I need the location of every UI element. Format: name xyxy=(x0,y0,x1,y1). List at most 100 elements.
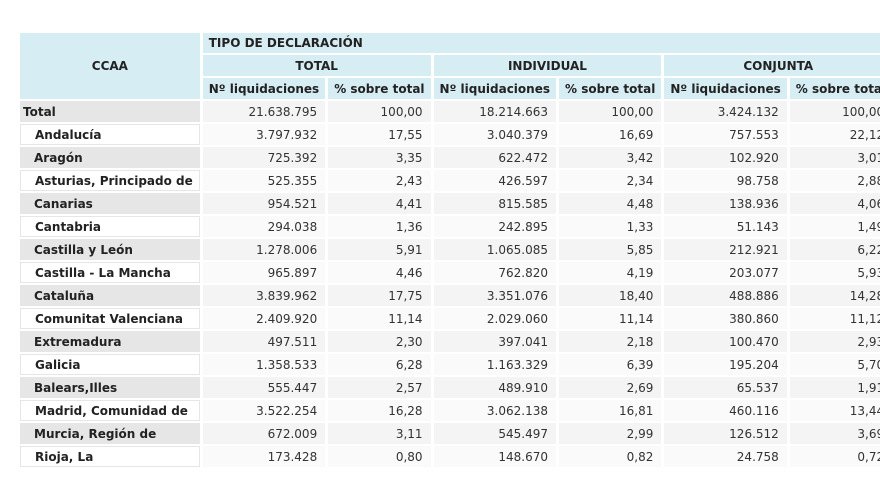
table-row-total: Total 21.638.795 100,00 18.214.663 100,00 3.4… xyxy=(20,101,880,122)
cell-porcentaje: 2,34 xyxy=(559,170,662,191)
table-row: Extremadura 497.511 2,30 397.041 2,18 100.470… xyxy=(20,331,880,352)
cell-liquidaciones: 672.009 xyxy=(202,423,326,444)
header-sub: % sobre total xyxy=(328,78,431,99)
cell-porcentaje: 2,18 xyxy=(559,331,662,352)
cell-porcentaje: 3,11 xyxy=(328,423,431,444)
header-sub: Nº liquidaciones xyxy=(664,78,787,99)
cell-porcentaje: 11,12 xyxy=(789,308,880,329)
cell-porcentaje: 17,55 xyxy=(328,124,431,145)
cell-liquidaciones: 497.511 xyxy=(202,331,326,352)
cell-porcentaje: 100,00 xyxy=(559,101,662,122)
cell-liquidaciones: 18.214.663 xyxy=(433,101,556,122)
cell-liquidaciones: 102.920 xyxy=(664,147,787,168)
table-row: Castilla - La Mancha 965.897 4,46 762.820 4,… xyxy=(20,262,880,283)
cell-porcentaje: 2,43 xyxy=(328,170,431,191)
cell-liquidaciones: 1.163.329 xyxy=(433,354,556,375)
cell-porcentaje: 4,41 xyxy=(328,193,431,214)
cell-liquidaciones: 126.512 xyxy=(664,423,787,444)
row-label: Galicia xyxy=(20,354,200,375)
cell-porcentaje: 11,14 xyxy=(328,308,431,329)
row-label: Castilla - La Mancha xyxy=(20,262,200,283)
cell-liquidaciones: 1.358.533 xyxy=(202,354,326,375)
row-label: Balears,Illes xyxy=(20,377,200,398)
row-label: Asturias, Principado de xyxy=(20,170,200,191)
table-row: Balears,Illes 555.447 2,57 489.910 2,69 65.53… xyxy=(20,377,880,398)
row-label: Madrid, Comunidad de xyxy=(20,400,200,421)
cell-liquidaciones: 762.820 xyxy=(433,262,556,283)
cell-porcentaje: 6,22 xyxy=(789,239,880,260)
cell-porcentaje: 1,91 xyxy=(789,377,880,398)
cell-porcentaje: 1,33 xyxy=(559,216,662,237)
cell-liquidaciones: 3.351.076 xyxy=(433,285,556,306)
row-label: Rioja, La xyxy=(20,446,200,467)
cell-porcentaje: 4,46 xyxy=(328,262,431,283)
table-row: Asturias, Principado de 525.355 2,43 426.59… xyxy=(20,170,880,191)
cell-porcentaje: 0,72 xyxy=(789,446,880,467)
row-label: Cantabria xyxy=(20,216,200,237)
cell-liquidaciones: 138.936 xyxy=(664,193,787,214)
cell-liquidaciones: 98.758 xyxy=(664,170,787,191)
cell-liquidaciones: 460.116 xyxy=(664,400,787,421)
cell-liquidaciones: 3.839.962 xyxy=(202,285,326,306)
cell-porcentaje: 1,49 xyxy=(789,216,880,237)
cell-porcentaje: 16,28 xyxy=(328,400,431,421)
header-sub: % sobre total xyxy=(789,78,880,99)
table-body: Total 21.638.795 100,00 18.214.663 100,00 3.4… xyxy=(20,101,880,467)
table-row: Galicia 1.358.533 6,28 1.163.329 6,39 195.204… xyxy=(20,354,880,375)
cell-liquidaciones: 545.497 xyxy=(433,423,556,444)
cell-porcentaje: 3,42 xyxy=(559,147,662,168)
header-group-total: TOTAL xyxy=(202,55,431,76)
cell-liquidaciones: 2.409.920 xyxy=(202,308,326,329)
cell-porcentaje: 0,80 xyxy=(328,446,431,467)
cell-porcentaje: 3,35 xyxy=(328,147,431,168)
cell-liquidaciones: 426.597 xyxy=(433,170,556,191)
cell-porcentaje: 0,82 xyxy=(559,446,662,467)
row-label: Cataluña xyxy=(20,285,200,306)
cell-liquidaciones: 757.553 xyxy=(664,124,787,145)
cell-liquidaciones: 242.895 xyxy=(433,216,556,237)
cell-porcentaje: 17,75 xyxy=(328,285,431,306)
cell-liquidaciones: 397.041 xyxy=(433,331,556,352)
row-label: Extremadura xyxy=(20,331,200,352)
cell-liquidaciones: 3.062.138 xyxy=(433,400,556,421)
cell-liquidaciones: 3.424.132 xyxy=(664,101,787,122)
cell-porcentaje: 13,44 xyxy=(789,400,880,421)
row-label: Andalucía xyxy=(20,124,200,145)
row-label: Canarias xyxy=(20,193,200,214)
cell-porcentaje: 22,12 xyxy=(789,124,880,145)
cell-liquidaciones: 3.522.254 xyxy=(202,400,326,421)
cell-porcentaje: 4,19 xyxy=(559,262,662,283)
cell-liquidaciones: 954.521 xyxy=(202,193,326,214)
cell-porcentaje: 6,28 xyxy=(328,354,431,375)
cell-liquidaciones: 555.447 xyxy=(202,377,326,398)
cell-liquidaciones: 488.886 xyxy=(664,285,787,306)
cell-liquidaciones: 1.065.085 xyxy=(433,239,556,260)
cell-liquidaciones: 203.077 xyxy=(664,262,787,283)
cell-liquidaciones: 3.040.379 xyxy=(433,124,556,145)
cell-liquidaciones: 173.428 xyxy=(202,446,326,467)
cell-liquidaciones: 1.278.006 xyxy=(202,239,326,260)
cell-porcentaje: 16,81 xyxy=(559,400,662,421)
table-row: Cantabria 294.038 1,36 242.895 1,33 51.143 1,4… xyxy=(20,216,880,237)
cell-porcentaje: 11,14 xyxy=(559,308,662,329)
cell-liquidaciones: 195.204 xyxy=(664,354,787,375)
table-row: Murcia, Región de 672.009 3,11 545.497 2,99 1… xyxy=(20,423,880,444)
cell-porcentaje: 2,88 xyxy=(789,170,880,191)
cell-porcentaje: 2,99 xyxy=(559,423,662,444)
row-label: Murcia, Región de xyxy=(20,423,200,444)
cell-porcentaje: 14,28 xyxy=(789,285,880,306)
cell-porcentaje: 2,30 xyxy=(328,331,431,352)
cell-liquidaciones: 380.860 xyxy=(664,308,787,329)
row-label: Castilla y León xyxy=(20,239,200,260)
table-row: Comunitat Valenciana 2.409.920 11,14 2.029.… xyxy=(20,308,880,329)
cell-porcentaje: 4,48 xyxy=(559,193,662,214)
cell-porcentaje: 100,00 xyxy=(328,101,431,122)
cell-porcentaje: 5,70 xyxy=(789,354,880,375)
row-label: Total xyxy=(20,101,200,122)
header-sub: % sobre total xyxy=(559,78,662,99)
cell-liquidaciones: 725.392 xyxy=(202,147,326,168)
cell-porcentaje: 3,01 xyxy=(789,147,880,168)
row-label: Comunitat Valenciana xyxy=(20,308,200,329)
header-sub: Nº liquidaciones xyxy=(433,78,556,99)
